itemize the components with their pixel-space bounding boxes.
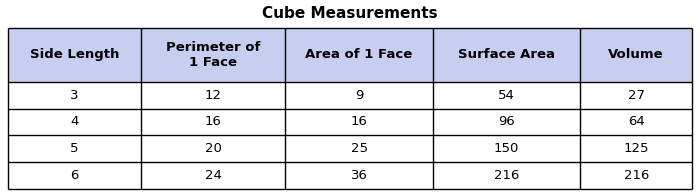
Bar xyxy=(433,28,580,82)
Text: 25: 25 xyxy=(351,142,368,155)
Bar xyxy=(141,28,285,82)
Bar xyxy=(580,162,692,189)
Text: 150: 150 xyxy=(494,142,519,155)
Bar xyxy=(433,135,580,162)
Bar xyxy=(433,82,580,108)
Bar xyxy=(8,108,141,135)
Bar xyxy=(285,162,433,189)
Text: 12: 12 xyxy=(204,89,222,102)
Text: 64: 64 xyxy=(628,115,645,128)
Text: 54: 54 xyxy=(498,89,515,102)
Bar xyxy=(580,82,692,108)
Text: 125: 125 xyxy=(624,142,649,155)
Text: Perimeter of
1 Face: Perimeter of 1 Face xyxy=(166,41,260,69)
Bar xyxy=(433,162,580,189)
Bar xyxy=(8,28,141,82)
Text: Side Length: Side Length xyxy=(30,48,119,61)
Text: 16: 16 xyxy=(205,115,222,128)
Bar xyxy=(141,135,285,162)
Bar xyxy=(8,135,141,162)
Bar xyxy=(285,108,433,135)
Bar xyxy=(285,135,433,162)
Bar xyxy=(285,82,433,108)
Bar xyxy=(8,82,141,108)
Text: 216: 216 xyxy=(494,169,519,182)
Bar xyxy=(141,162,285,189)
Text: 9: 9 xyxy=(355,89,363,102)
Bar xyxy=(141,82,285,108)
Bar xyxy=(8,162,141,189)
Text: Cube Measurements: Cube Measurements xyxy=(262,6,438,21)
Text: 6: 6 xyxy=(71,169,79,182)
Text: 20: 20 xyxy=(205,142,222,155)
Bar xyxy=(580,28,692,82)
Bar xyxy=(580,108,692,135)
Text: 4: 4 xyxy=(71,115,79,128)
Text: Volume: Volume xyxy=(608,48,664,61)
Text: 5: 5 xyxy=(70,142,79,155)
Text: 216: 216 xyxy=(624,169,649,182)
Bar xyxy=(433,108,580,135)
Text: 36: 36 xyxy=(351,169,368,182)
Bar xyxy=(141,108,285,135)
Text: 96: 96 xyxy=(498,115,515,128)
Text: 16: 16 xyxy=(351,115,368,128)
Text: Surface Area: Surface Area xyxy=(458,48,555,61)
Text: 27: 27 xyxy=(628,89,645,102)
Text: 24: 24 xyxy=(205,169,222,182)
Text: 3: 3 xyxy=(70,89,79,102)
Bar xyxy=(285,28,433,82)
Bar xyxy=(580,135,692,162)
Text: Area of 1 Face: Area of 1 Face xyxy=(305,48,412,61)
